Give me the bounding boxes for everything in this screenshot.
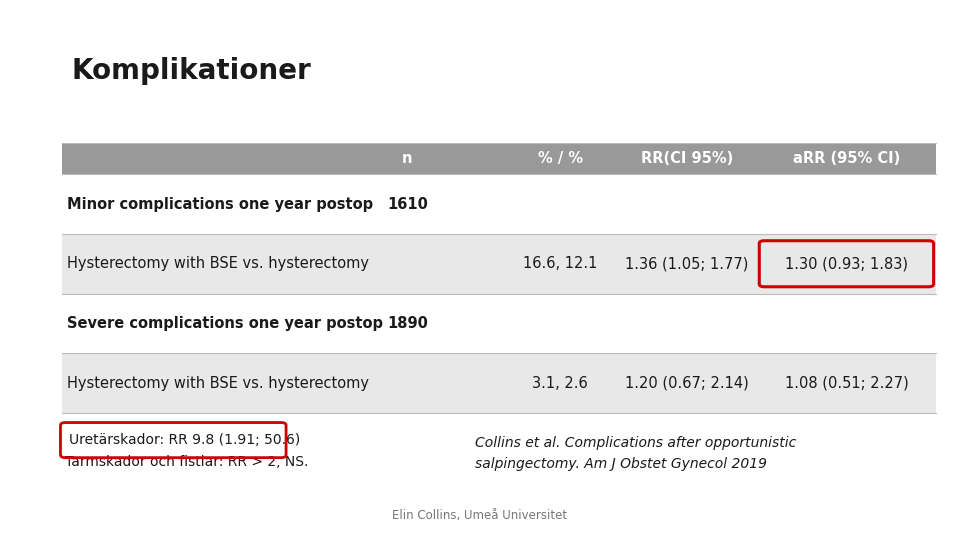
- Text: Hysterectomy with BSE vs. hysterectomy: Hysterectomy with BSE vs. hysterectomy: [67, 256, 370, 271]
- Bar: [62, 353, 936, 413]
- Bar: [62, 174, 936, 234]
- Text: 1.08 (0.51; 2.27): 1.08 (0.51; 2.27): [784, 376, 908, 391]
- Text: 1.36 (1.05; 1.77): 1.36 (1.05; 1.77): [625, 256, 749, 271]
- Text: 1890: 1890: [387, 316, 428, 331]
- Text: 3.1, 2.6: 3.1, 2.6: [533, 376, 588, 391]
- Text: aRR (95% CI): aRR (95% CI): [793, 151, 900, 166]
- Text: RR(CI 95%): RR(CI 95%): [641, 151, 733, 166]
- Text: Komplikationer: Komplikationer: [72, 57, 312, 85]
- Text: Tarmskador och fistlar: RR > 2, NS.: Tarmskador och fistlar: RR > 2, NS.: [65, 455, 309, 469]
- Text: 1.30 (0.93; 1.83): 1.30 (0.93; 1.83): [785, 256, 908, 271]
- Text: % / %: % / %: [538, 151, 583, 166]
- Text: 16.6, 12.1: 16.6, 12.1: [523, 256, 597, 271]
- Text: n: n: [402, 151, 413, 166]
- Text: Uretärskador: RR 9.8 (1.91; 50.6): Uretärskador: RR 9.8 (1.91; 50.6): [69, 433, 300, 447]
- Text: Severe complications one year postop: Severe complications one year postop: [67, 316, 383, 331]
- Text: 1610: 1610: [387, 197, 428, 212]
- Bar: [62, 294, 936, 353]
- Text: Elin Collins, Umeå Universitet: Elin Collins, Umeå Universitet: [393, 509, 567, 522]
- Bar: [62, 143, 936, 174]
- Text: Hysterectomy with BSE vs. hysterectomy: Hysterectomy with BSE vs. hysterectomy: [67, 376, 370, 391]
- Text: Minor complications one year postop: Minor complications one year postop: [67, 197, 373, 212]
- Bar: [62, 234, 936, 294]
- Text: Collins et al. Complications after opportunistic
salpingectomy. Am J Obstet Gyne: Collins et al. Complications after oppor…: [475, 436, 797, 471]
- Text: 1.20 (0.67; 2.14): 1.20 (0.67; 2.14): [625, 376, 749, 391]
